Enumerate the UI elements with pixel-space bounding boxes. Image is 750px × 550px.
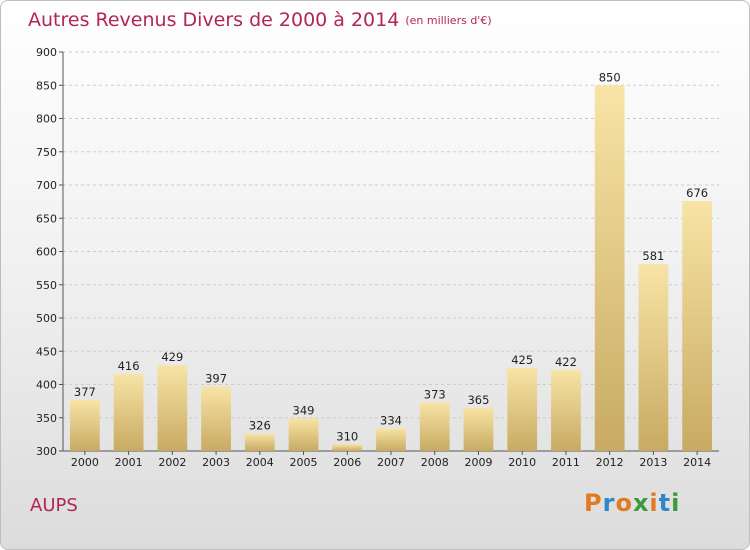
chart-title-text: Autres Revenus Divers de 2000 à 2014 xyxy=(28,9,400,31)
bar xyxy=(463,407,494,451)
data-label: 581 xyxy=(642,249,664,263)
data-label: 422 xyxy=(555,355,577,369)
y-tick-label: 900 xyxy=(36,46,57,59)
logo-letter: o xyxy=(615,489,633,517)
y-tick-label: 700 xyxy=(36,179,57,192)
bar xyxy=(201,386,231,451)
proxiti-logo: Proxiti xyxy=(584,489,680,517)
data-label: 334 xyxy=(380,413,402,427)
y-tick-label: 300 xyxy=(36,445,57,458)
bar xyxy=(332,444,363,451)
y-tick-label: 850 xyxy=(36,79,57,92)
x-tick-label: 2012 xyxy=(596,456,624,469)
x-tick-label: 2000 xyxy=(71,456,99,469)
y-tick-label: 500 xyxy=(36,312,57,325)
y-tick-label: 400 xyxy=(36,379,57,392)
data-label: 425 xyxy=(511,353,533,367)
logo-letter: r xyxy=(602,489,616,517)
bar xyxy=(507,367,538,451)
y-tick-label: 550 xyxy=(36,279,57,292)
data-label: 326 xyxy=(249,419,271,433)
x-tick-label: 2007 xyxy=(377,456,405,469)
y-tick-label: 350 xyxy=(36,412,57,425)
logo-letter: i xyxy=(649,489,659,517)
y-tick-label: 800 xyxy=(36,113,57,126)
y-tick-label: 750 xyxy=(36,146,57,159)
bar xyxy=(113,373,144,451)
x-tick-label: 2013 xyxy=(639,456,667,469)
x-tick-label: 2009 xyxy=(464,456,492,469)
logo-letter: t xyxy=(658,489,672,517)
x-tick-label: 2010 xyxy=(508,456,536,469)
data-label: 676 xyxy=(686,186,708,200)
x-tick-label: 2004 xyxy=(246,456,274,469)
bar xyxy=(157,365,188,451)
y-tick-label: 600 xyxy=(36,246,57,259)
commune-name: AUPS xyxy=(30,495,78,516)
x-tick-label: 2008 xyxy=(421,456,449,469)
x-tick-label: 2006 xyxy=(333,456,361,469)
x-tick-label: 2011 xyxy=(552,456,580,469)
chart-title: Autres Revenus Divers de 2000 à 2014 (en … xyxy=(28,9,492,31)
data-label: 416 xyxy=(118,359,140,373)
logo-letter: x xyxy=(632,489,650,517)
bar xyxy=(69,399,100,451)
x-tick-label: 2005 xyxy=(290,456,318,469)
data-label: 429 xyxy=(161,350,183,364)
data-label: 850 xyxy=(599,70,621,84)
x-tick-label: 2002 xyxy=(158,456,186,469)
chart-subtitle: (en milliers d'€) xyxy=(405,14,492,27)
bar xyxy=(638,264,669,451)
y-tick-label: 650 xyxy=(36,212,57,225)
bar xyxy=(594,85,625,451)
y-tick-label: 450 xyxy=(36,345,57,358)
x-tick-label: 2003 xyxy=(202,456,230,469)
bar xyxy=(551,369,581,451)
bar xyxy=(682,200,713,451)
data-label: 349 xyxy=(293,403,315,417)
logo-letter: i xyxy=(671,489,681,517)
data-label: 310 xyxy=(336,429,358,443)
data-label: 373 xyxy=(424,387,446,401)
x-tick-label: 2014 xyxy=(683,456,711,469)
bar xyxy=(419,402,450,451)
bar xyxy=(244,433,275,451)
data-label: 365 xyxy=(467,393,489,407)
logo-letter: P xyxy=(584,489,603,517)
bar xyxy=(376,428,406,451)
data-label: 397 xyxy=(205,371,227,385)
bar xyxy=(288,418,319,451)
x-tick-label: 2001 xyxy=(115,456,143,469)
data-label: 377 xyxy=(74,385,96,399)
